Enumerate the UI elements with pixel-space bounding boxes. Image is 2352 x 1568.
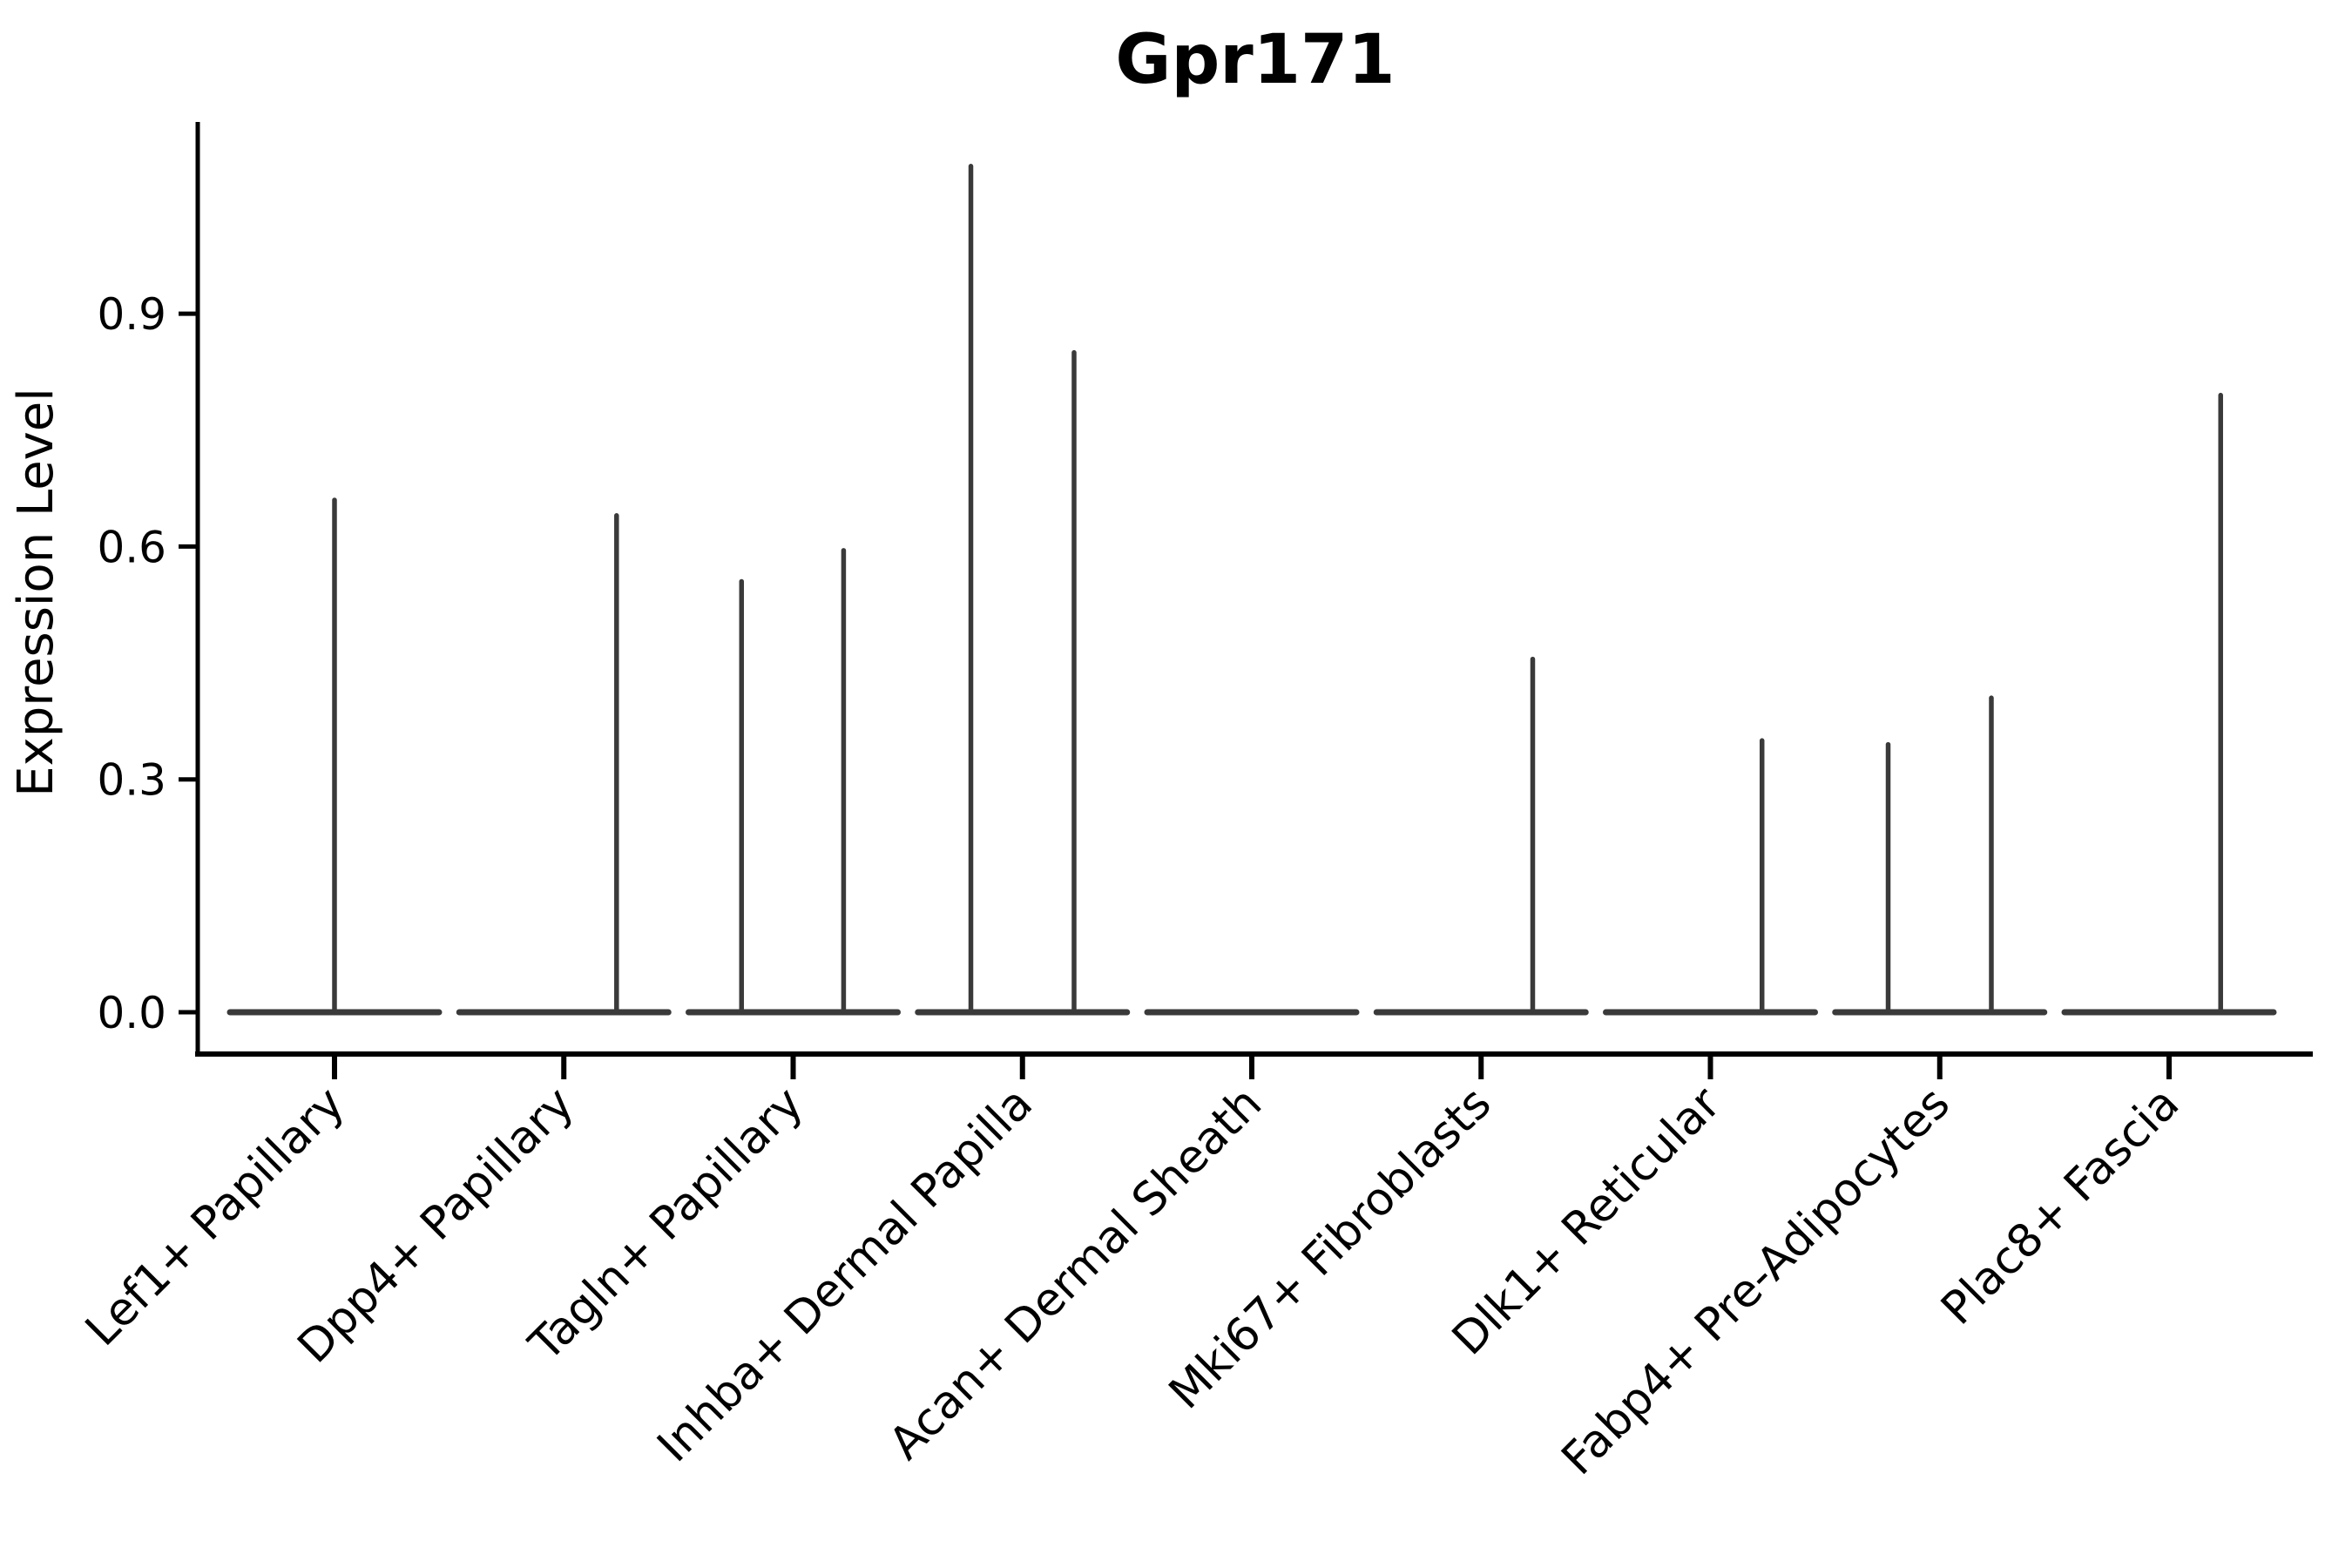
x-tick-label: Inhba+ Dermal Papilla <box>647 1078 1042 1472</box>
y-axis-ticks: 0.0 0.3 0.6 0.9 <box>97 289 198 1038</box>
x-tick-label: Acan+ Dermal Sheath <box>880 1078 1273 1470</box>
y-tick-label: 0.0 <box>97 988 166 1038</box>
x-axis-ticks <box>332 1057 2172 1079</box>
y-tick-label: 0.9 <box>97 289 166 340</box>
y-tick-label: 0.3 <box>97 755 166 806</box>
y-tick-label: 0.6 <box>97 522 166 572</box>
chart-title: Gpr171 <box>1115 21 1395 99</box>
violins-layer <box>226 164 2277 1016</box>
y-axis-label: Expression Level <box>8 388 64 797</box>
x-tick-label: Fabp4+ Pre-Adipocytes <box>1552 1078 1960 1485</box>
x-tick-label: Plac8+ Fascia <box>1931 1078 2189 1335</box>
